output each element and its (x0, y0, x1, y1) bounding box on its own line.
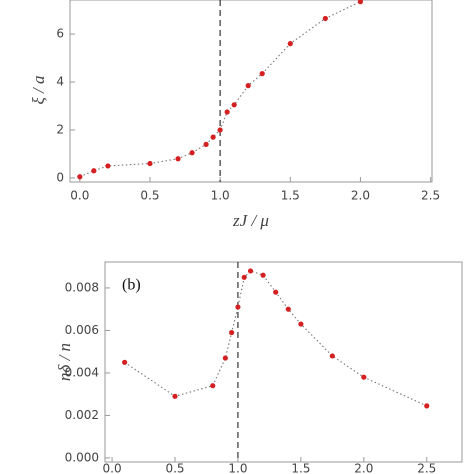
x-axis-label: zJ / μ (232, 211, 269, 230)
data-point (224, 109, 230, 115)
x-tick-label: 2.5 (417, 462, 436, 474)
data-point (241, 274, 247, 280)
data-point (424, 403, 430, 409)
data-point (229, 329, 235, 336)
x-tick-label: 1.0 (228, 462, 247, 474)
data-point (203, 141, 209, 147)
data-point (357, 0, 364, 5)
data-point (217, 127, 223, 133)
data-point (245, 83, 251, 89)
data-point (105, 163, 111, 169)
data-point (361, 374, 367, 380)
x-tick-label: 2.5 (421, 189, 440, 203)
plot-frame (104, 261, 463, 463)
x-tick-label: 0.5 (140, 189, 159, 203)
y-tick-label: 0.002 (65, 408, 99, 422)
x-tick-label: 2.0 (354, 462, 373, 474)
y-tick-label: 4 (56, 75, 64, 89)
panel-label: (b) (122, 277, 141, 294)
y-axis-label: nδ / n (55, 343, 74, 381)
y-tick-label: 2 (56, 122, 64, 136)
data-point (235, 304, 241, 310)
data-point (189, 150, 195, 156)
series-line (79, 1, 361, 178)
data-point (273, 289, 279, 295)
data-point (122, 359, 128, 365)
y-axis-label: ξ / a (29, 75, 48, 104)
data-point (247, 268, 254, 274)
y-tick-label: 6 (56, 27, 64, 41)
y-tick-label: 0.008 (65, 280, 99, 294)
x-tick-label: 0.0 (70, 189, 89, 203)
x-tick-label: 2.0 (351, 189, 370, 203)
y-tick-label: 0.004 (65, 365, 99, 379)
data-point (172, 393, 178, 399)
x-tick-label: 1.5 (281, 189, 300, 203)
data-point (147, 160, 153, 167)
x-tick-label: 0.0 (103, 462, 122, 474)
data-point (298, 321, 304, 327)
data-point (329, 353, 335, 359)
data-point (287, 41, 293, 47)
data-point (222, 355, 228, 361)
data-point (322, 15, 328, 22)
data-point (259, 71, 265, 77)
data-point (175, 156, 181, 162)
y-tick-label: 0.000 (65, 450, 99, 464)
x-tick-label: 0.5 (165, 462, 184, 474)
data-point (77, 174, 83, 180)
data-point (285, 306, 291, 312)
x-tick-label: 1.5 (291, 462, 310, 474)
data-point (210, 383, 216, 389)
y-tick-label: 0.006 (65, 323, 99, 337)
data-point (231, 102, 237, 108)
y-tick-label: 0 (56, 170, 64, 184)
data-point (210, 134, 216, 140)
plot-frame (69, 0, 433, 183)
data-point (91, 168, 97, 174)
x-tick-label: 1.0 (211, 189, 230, 203)
data-point (260, 272, 266, 278)
